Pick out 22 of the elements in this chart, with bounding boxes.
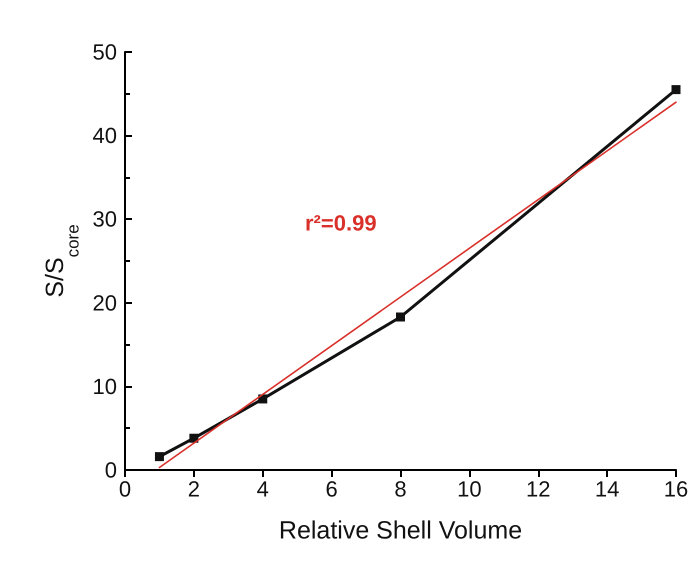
annotation: r²=0.99 — [305, 210, 377, 236]
x-tick-label: 16 — [664, 476, 688, 502]
x-tick-label: 6 — [326, 476, 338, 502]
point — [154, 452, 164, 462]
y-tick-label: 30 — [92, 206, 117, 232]
x-tick-label: 2 — [188, 476, 200, 502]
x-tick-label: 8 — [394, 476, 407, 502]
y-axis-title: S/Score — [41, 224, 83, 298]
y-tick-label: 0 — [104, 458, 117, 482]
point — [258, 394, 268, 404]
x-tick-label: 14 — [594, 476, 620, 502]
point — [672, 85, 680, 94]
y-tick-label: 40 — [92, 123, 117, 148]
y-tick-label: 20 — [92, 290, 117, 316]
y-tick-label: 10 — [92, 374, 117, 399]
x-tick-label: 4 — [256, 476, 269, 502]
x-tick-label: 12 — [526, 476, 550, 502]
x-axis-title: Relative Shell Volume — [278, 516, 522, 544]
x-tick-label: 10 — [457, 476, 482, 502]
y-tick-label: 50 — [92, 40, 117, 64]
point — [189, 434, 198, 443]
point — [396, 312, 405, 322]
